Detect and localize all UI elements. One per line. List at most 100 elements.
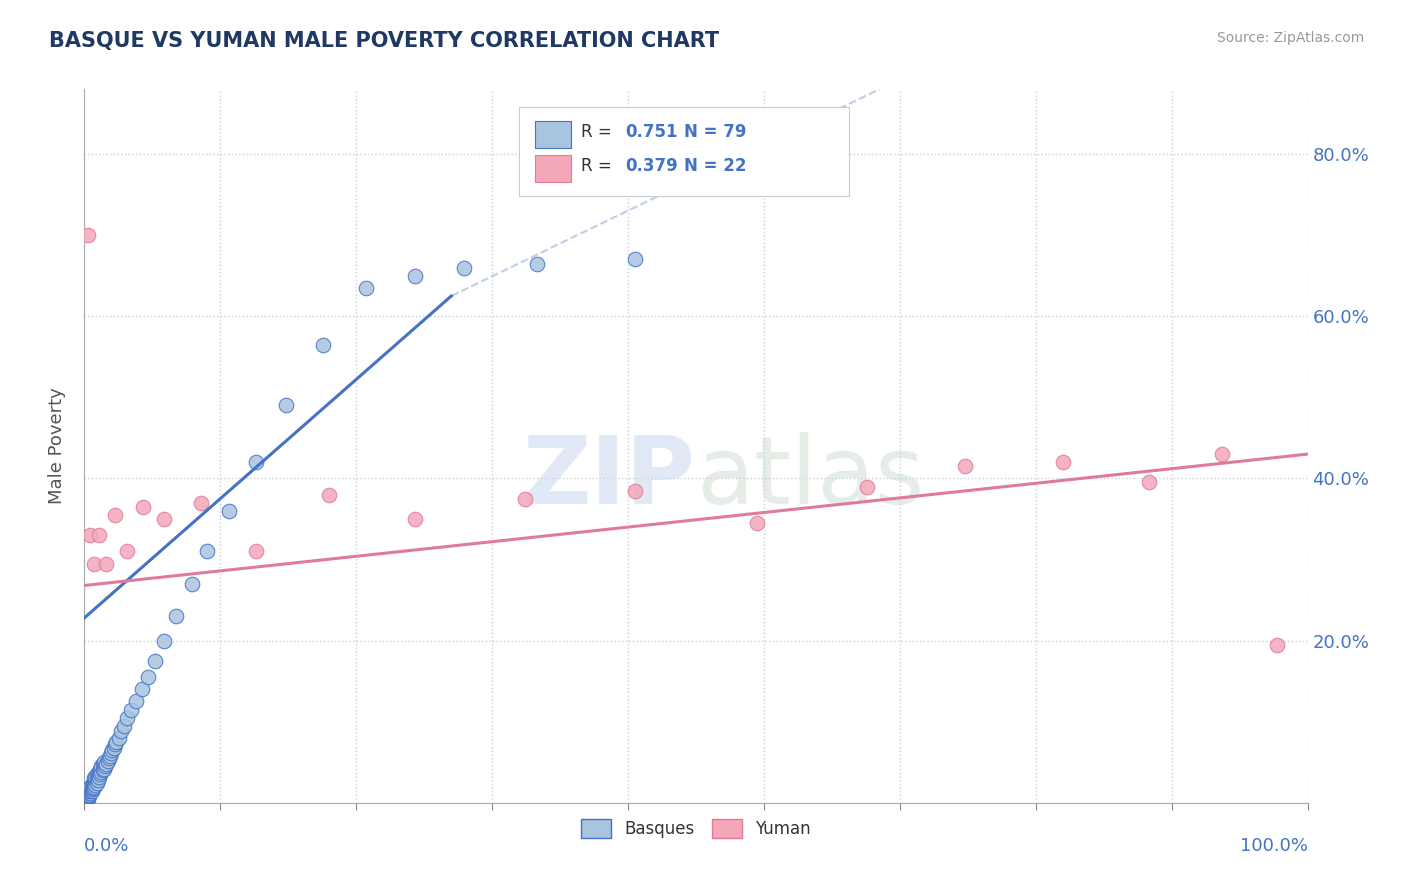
Point (84, 770, 107, 784)
Point (1137, 475, 1160, 490)
Point (218, 504, 240, 518)
Point (77, 781, 100, 796)
Point (77, 791, 100, 805)
Point (245, 544, 267, 558)
Point (87, 773, 110, 788)
Point (82, 781, 104, 796)
Point (747, 516, 769, 530)
Point (190, 496, 212, 510)
Point (93, 756, 115, 770)
Legend: Basques, Yuman: Basques, Yuman (575, 812, 817, 845)
Point (953, 459, 976, 474)
Point (91, 756, 114, 771)
Text: N = 22: N = 22 (683, 157, 747, 175)
Point (131, 682, 153, 697)
Point (91, 764, 114, 778)
Point (115, 544, 138, 558)
Point (77, 788, 100, 802)
Point (86, 775, 108, 789)
Point (77, 786, 100, 800)
Point (87, 768, 110, 782)
Point (77, 789, 100, 803)
Point (83, 772, 105, 786)
Point (77, 782, 100, 797)
Point (195, 544, 218, 558)
Point (77, 791, 100, 805)
Text: 0.379: 0.379 (626, 157, 678, 175)
Point (77, 784, 100, 798)
Point (101, 743, 124, 757)
Point (404, 512, 426, 526)
Point (84, 778, 107, 792)
Point (79, 528, 101, 542)
Point (89, 762, 111, 776)
Point (181, 577, 204, 591)
Point (82, 775, 104, 789)
Point (96, 756, 118, 771)
Point (132, 500, 155, 514)
Point (513, 491, 536, 506)
Bar (534, 120, 571, 148)
Text: R =: R = (581, 157, 617, 175)
Text: N = 79: N = 79 (683, 123, 747, 141)
Point (86, 767, 108, 781)
Point (143, 654, 166, 668)
Point (96, 557, 118, 571)
Point (103, 740, 125, 755)
Point (79, 780, 101, 794)
Point (112, 719, 135, 733)
Y-axis label: Male Poverty: Male Poverty (48, 388, 66, 504)
Point (404, 268, 426, 283)
Text: 0.751: 0.751 (626, 123, 678, 141)
Text: ZIP: ZIP (523, 432, 696, 524)
Point (79, 781, 101, 796)
Point (98, 748, 121, 763)
Text: atlas: atlas (696, 432, 924, 524)
Point (97, 754, 120, 768)
Text: BASQUE VS YUMAN MALE POVERTY CORRELATION CHART: BASQUE VS YUMAN MALE POVERTY CORRELATION… (49, 31, 720, 51)
Point (624, 252, 647, 267)
Point (90, 759, 112, 773)
Point (105, 735, 128, 749)
Point (77, 228, 100, 243)
Point (120, 702, 142, 716)
FancyBboxPatch shape (519, 107, 849, 196)
Point (125, 694, 148, 708)
Point (83, 775, 105, 789)
Point (77, 790, 100, 805)
Point (83, 780, 105, 794)
Point (153, 633, 176, 648)
Point (100, 746, 122, 760)
Point (104, 508, 127, 522)
Point (312, 337, 335, 351)
Point (1211, 447, 1233, 461)
Point (97, 751, 120, 765)
Bar (534, 155, 571, 182)
Point (624, 483, 647, 498)
Point (94, 759, 117, 773)
Point (110, 724, 132, 739)
Point (80, 780, 103, 794)
Point (165, 609, 187, 624)
Text: 0.0%: 0.0% (84, 837, 129, 855)
Point (77, 784, 100, 798)
Point (276, 399, 298, 413)
Point (1052, 455, 1074, 469)
Point (79, 784, 101, 798)
Point (84, 773, 107, 788)
Point (77, 788, 100, 802)
Point (86, 772, 108, 786)
Point (453, 260, 475, 275)
Point (79, 782, 101, 797)
Point (107, 731, 129, 745)
Point (82, 778, 104, 792)
Point (104, 738, 127, 752)
Text: R =: R = (581, 123, 617, 141)
Point (153, 512, 176, 526)
Point (77, 786, 100, 800)
Point (245, 455, 267, 469)
Point (87, 770, 110, 784)
Point (77, 785, 100, 799)
Point (79, 786, 101, 800)
Point (87, 528, 110, 542)
